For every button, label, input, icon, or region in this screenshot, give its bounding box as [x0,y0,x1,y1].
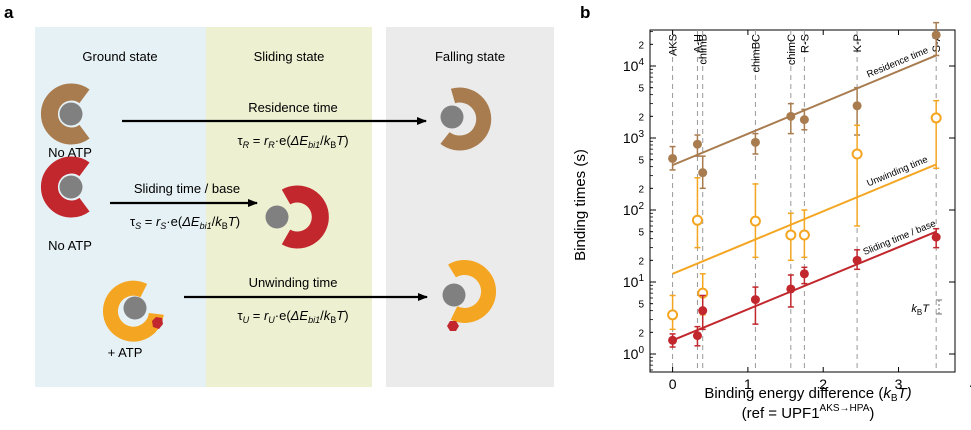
y-tick-label: 102 [623,201,645,218]
x-axis-ref: (ref = UPF1AKS→HPA) [742,403,875,422]
y-minor-label: 5 [638,300,644,311]
ground-state-title: Ground state [82,49,157,64]
data-point [786,284,796,294]
data-point [931,232,941,242]
data-point [692,139,702,149]
binding-times-chart: AKSA-HchimBchimBCchimCR-SK-PS-A012341001… [623,21,971,392]
data-point [749,215,761,227]
data-point [698,306,708,316]
data-point [698,168,708,178]
mutant-label: K-P [852,34,864,52]
data-point [667,309,679,321]
x-tick-label: 2 [819,376,827,392]
plus-atp-label: + ATP [108,345,143,360]
protein-falling-brown-icon [440,87,492,151]
data-point [930,112,942,124]
mutant-label: chimBC [750,34,762,73]
protein-sliding-red-icon [265,185,329,249]
data-point [851,148,863,160]
y-axis-title: Binding times (s) [572,149,589,261]
y-minor-label: 5 [638,228,644,239]
y-tick-label: 101 [623,273,645,290]
data-point [691,214,703,226]
mutant-label: chimC [786,34,798,65]
panel-b-label: b [580,3,590,22]
protein-orange-atp-icon [102,280,164,342]
mutant-label: A-H [692,34,704,53]
data-point [931,30,941,40]
sliding-time-formula: τS = rS·e(ΔEbi1/kBT) [130,214,240,231]
protein-brown-icon [41,83,90,145]
no-atp-label-1: No ATP [48,145,92,160]
mutant-label: chimB [698,34,710,65]
fit-line [672,230,937,342]
data-point [852,101,862,111]
data-point [668,335,678,345]
data-point [750,295,760,305]
x-tick-label: 3 [895,376,903,392]
x-tick-label: 0 [669,376,677,392]
y-minor-label: 2 [638,328,644,339]
mutant-label: R-S [799,34,811,53]
residence-time-title: Residence time [248,100,338,115]
y-minor-label: 2 [638,184,644,195]
y-minor-label: 5 [638,156,644,167]
y-minor-label: 2 [638,40,644,51]
x-axis-title: Binding energy difference (kBT) [704,385,911,404]
data-point [786,111,796,121]
y-minor-label: 2 [638,256,644,267]
mutant-label: AKS [668,34,680,56]
y-minor-label: 5 [638,84,644,95]
falling-state-bg [386,27,554,387]
y-minor-label: 2 [638,112,644,123]
falling-state-title: Falling state [435,49,505,64]
sliding-time-title: Sliding time / base [134,181,240,196]
data-point [668,153,678,163]
data-point [750,137,760,147]
data-point [852,255,862,265]
plot-frame [649,29,956,373]
data-point [799,269,809,279]
protein-falling-orange-icon [442,259,497,331]
x-tick-label: 1 [744,376,752,392]
unwinding-time-formula: τU = rU·e(ΔEbi1/kBT) [237,308,348,325]
panel-a-label: a [4,3,14,22]
y-tick-label: 100 [623,345,645,362]
data-point [799,115,809,125]
data-point [785,229,797,241]
protein-red-icon [41,156,90,218]
data-point [692,331,702,341]
unwinding-time-title: Unwinding time [249,275,338,290]
sliding-state-title: Sliding state [254,49,325,64]
no-atp-label-2: No ATP [48,238,92,253]
series-label: Sliding time / base [862,218,938,258]
kbt-scale-label: kBT [911,303,930,317]
y-tick-label: 104 [623,57,645,74]
sliding-state-bg [206,27,372,387]
y-tick-label: 103 [623,129,645,146]
data-point [798,229,810,241]
residence-time-formula: τR = rR·e(ΔEbi1/kBT) [237,133,348,150]
x-tick-label: 4 [970,376,971,392]
